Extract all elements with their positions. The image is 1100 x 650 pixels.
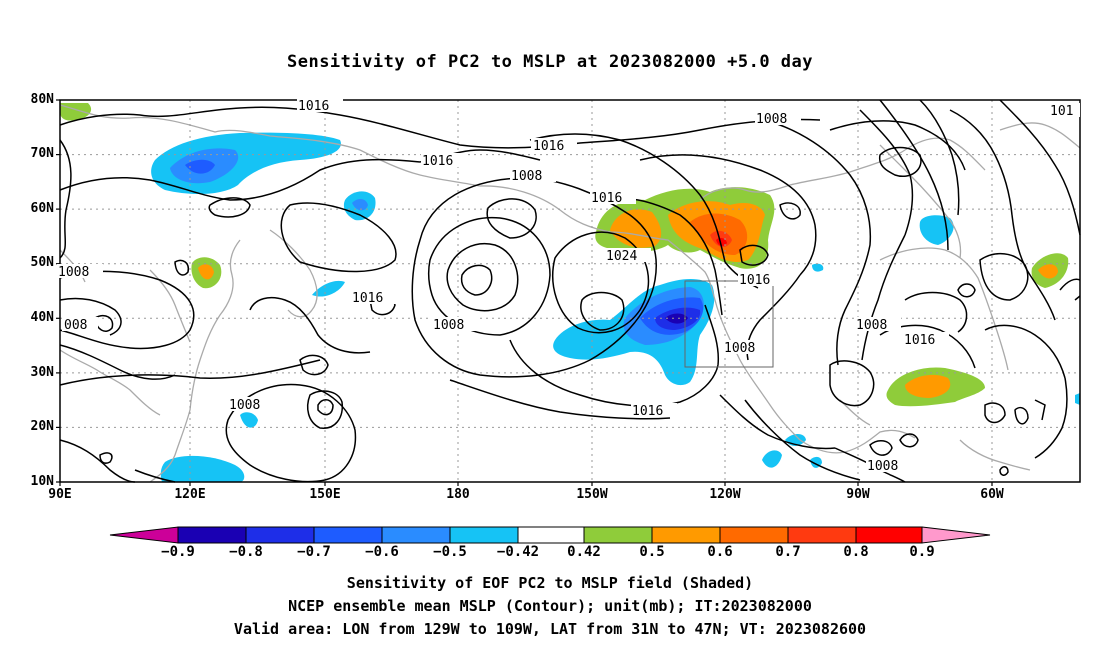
contour-label: 1008 <box>58 265 89 280</box>
lat-label: 30N <box>30 365 54 380</box>
lon-label: 60W <box>980 487 1004 502</box>
lat-label: 50N <box>30 255 54 270</box>
colorbar-label: −0.42 <box>496 544 540 560</box>
lat-label: 60N <box>30 201 54 216</box>
contour-label: 1016 <box>739 273 770 288</box>
contour-label: 1008 <box>856 318 887 333</box>
caption-line: Sensitivity of EOF PC2 to MSLP field (Sh… <box>346 574 754 592</box>
lon-label: 120W <box>709 487 741 502</box>
colorbar-label: −0.6 <box>365 544 399 560</box>
contour-label: 1016 <box>422 154 453 169</box>
colorbar-label: −0.9 <box>161 544 195 560</box>
colorbar-swatch <box>517 526 585 544</box>
contour-label: 1016 <box>533 139 564 154</box>
lat-label: 80N <box>30 92 54 107</box>
mslp-contours <box>59 99 1081 483</box>
colorbar-label: 0.42 <box>567 544 601 560</box>
contour-label: 1024 <box>606 249 637 264</box>
colorbar-label: 0.5 <box>639 544 665 560</box>
colorbar-label: −0.7 <box>297 544 331 560</box>
lon-label: 150W <box>576 487 608 502</box>
axis-ticks <box>56 99 993 486</box>
colorbar-label: 0.8 <box>843 544 869 560</box>
colorbar-swatch <box>921 526 991 544</box>
contour-label: 1016 <box>632 404 663 419</box>
colorbar-swatch <box>719 526 789 544</box>
contour-label: 1016 <box>591 191 622 206</box>
colorbar-label: −0.8 <box>229 544 263 560</box>
colorbar-swatch <box>109 526 179 544</box>
colorbar-swatch <box>855 526 923 544</box>
colorbar <box>109 526 991 544</box>
colorbar-swatch <box>651 526 721 544</box>
contour-label: 101 <box>1050 104 1073 119</box>
colorbar-swatch <box>787 526 857 544</box>
contour-label: 1016 <box>298 99 329 114</box>
colorbar-label: 0.7 <box>775 544 801 560</box>
colorbar-label: 0.9 <box>909 544 935 560</box>
contour-label: 008 <box>64 318 87 333</box>
lon-label: 150E <box>309 487 341 502</box>
plot-frame <box>59 99 1081 483</box>
contour-label: 1008 <box>433 318 464 333</box>
contour-label: 1008 <box>724 341 755 356</box>
lat-label: 70N <box>30 146 54 161</box>
caption-line: NCEP ensemble mean MSLP (Contour); unit(… <box>288 597 812 615</box>
contour-labels: 1016 1016 1016 1008 1008 1016 1024 1016 … <box>57 98 1080 474</box>
colorbar-swatch <box>381 526 451 544</box>
contour-label: 1016 <box>352 291 383 306</box>
colorbar-label: 0.6 <box>707 544 733 560</box>
contour-label: 1016 <box>904 333 935 348</box>
chart-title: Sensitivity of PC2 to MSLP at 2023082000… <box>286 52 813 72</box>
lon-label: 180 <box>446 487 470 502</box>
valid-area-box <box>684 280 774 368</box>
lat-label: 10N <box>30 474 54 489</box>
colorbar-swatch <box>313 526 383 544</box>
lon-label: 90W <box>846 487 870 502</box>
lon-label: 120E <box>174 487 206 502</box>
contour-label: 1008 <box>756 112 787 127</box>
contour-label: 1008 <box>511 169 542 184</box>
colorbar-swatch <box>583 526 653 544</box>
colorbar-swatch <box>245 526 315 544</box>
lat-label: 20N <box>30 419 54 434</box>
contour-label: 1008 <box>867 459 898 474</box>
caption-line: Valid area: LON from 129W to 109W, LAT f… <box>233 620 867 638</box>
grid-lines <box>60 100 1080 482</box>
coastlines <box>59 104 1081 483</box>
colorbar-label: −0.5 <box>433 544 467 560</box>
colorbar-swatch <box>449 526 519 544</box>
contour-label: 1008 <box>229 398 260 413</box>
lon-label: 90E <box>48 487 72 502</box>
lat-label: 40N <box>30 310 54 325</box>
colorbar-swatch <box>177 526 247 544</box>
